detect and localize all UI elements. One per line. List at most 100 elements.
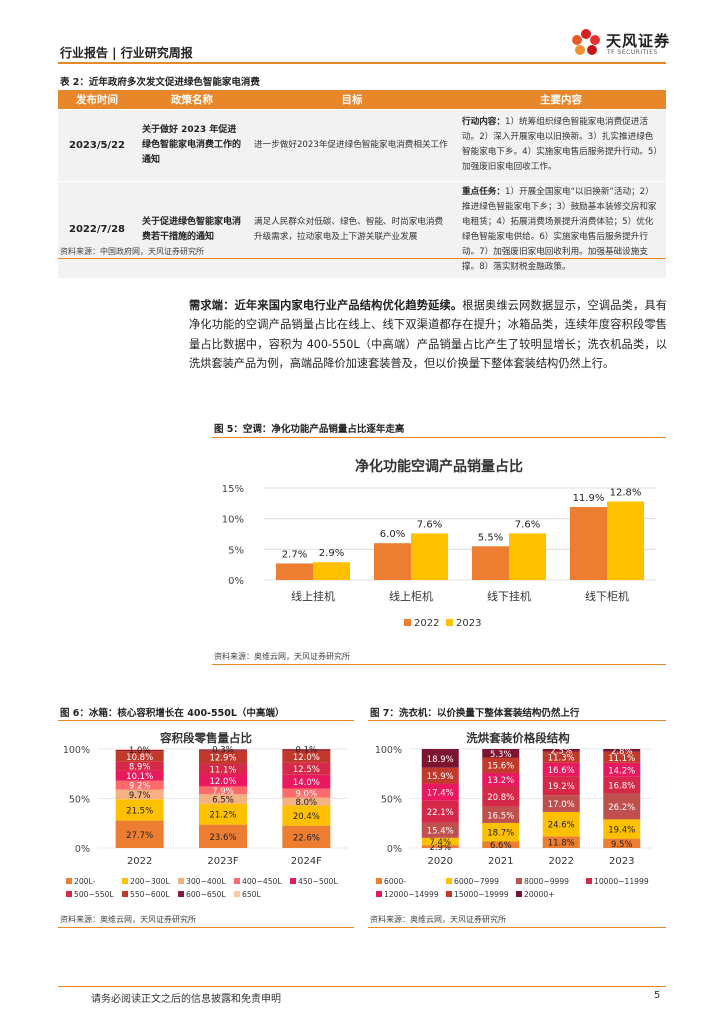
row-policy-name: 关于促进绿色智能家电消费若干措施的通知 bbox=[136, 180, 248, 278]
legend-swatch bbox=[376, 891, 382, 897]
content-text: 1）统筹组织绿色智能家电消费促进活动。2）深入开展家电以旧换新。3）扎实推进绿色… bbox=[462, 117, 658, 172]
data-label: 16.8% bbox=[608, 782, 635, 792]
x-tick-label: 2023 bbox=[609, 856, 634, 867]
legend-label: 2022 bbox=[414, 618, 439, 629]
data-label: 10.8% bbox=[126, 753, 153, 763]
legend-swatch bbox=[516, 878, 522, 884]
col-header-goal: 目标 bbox=[248, 90, 456, 109]
legend-label: 6000~7999 bbox=[454, 877, 499, 886]
legend-swatch bbox=[234, 878, 240, 884]
data-label: 22.1% bbox=[427, 808, 454, 818]
logo-subtext: TF SECURITIES bbox=[607, 49, 658, 56]
data-label: 9.7% bbox=[129, 791, 151, 801]
stack-segment bbox=[482, 749, 520, 758]
legend-label: 650L bbox=[242, 890, 261, 899]
chart-title: 洗烘套装价格段结构 bbox=[466, 731, 570, 745]
legend-swatch bbox=[66, 891, 72, 897]
x-tick-label: 线上柜机 bbox=[389, 589, 433, 603]
figure6-chart: 容积段零售量占比 0% 50% 100% 27.7% 21.5% 9.7%9.2%10.1%… bbox=[63, 731, 348, 899]
data-label: 1.0% bbox=[129, 746, 151, 756]
figure5-top-rule bbox=[212, 437, 666, 438]
data-label: 7.6% bbox=[417, 519, 442, 530]
table2-caption: 表 2：近年政府多次发文促进绿色智能家电消费 bbox=[60, 77, 260, 88]
y-tick-label: 5% bbox=[228, 545, 244, 556]
paragraph-lead: 需求端：近年来国内家电行业产品结构优化趋势延续。 bbox=[189, 299, 463, 312]
legend-label: 550~600L bbox=[130, 890, 170, 899]
data-label: 5.5% bbox=[478, 532, 503, 543]
data-label: 13.2% bbox=[487, 776, 514, 786]
y-tick-label: 10% bbox=[222, 515, 244, 526]
col-header-date: 发布时间 bbox=[58, 90, 136, 109]
chart-title: 净化功能空调产品销量占比 bbox=[355, 458, 523, 475]
data-label: 21.5% bbox=[126, 806, 153, 816]
stack-segment bbox=[542, 795, 580, 812]
figure6-bottom-rule bbox=[58, 927, 354, 928]
y-tick-label: 100% bbox=[375, 745, 402, 756]
data-label: 7.4% bbox=[429, 838, 451, 848]
stack-segment bbox=[282, 788, 331, 798]
data-label: 12.0% bbox=[293, 753, 320, 763]
report-header-title: 行业报告 | 行业研究周报 bbox=[60, 46, 193, 60]
stack-segment bbox=[199, 786, 247, 795]
data-label: 16.5% bbox=[487, 811, 514, 821]
stack-segment bbox=[282, 774, 331, 789]
header-rule bbox=[58, 62, 666, 64]
data-label: 9.5% bbox=[611, 840, 633, 850]
table-row: 2023/5/22 关于做好 2023 年促进绿色智能家电消费工作的通知 进一步… bbox=[58, 108, 666, 181]
x-tick-label: 2022 bbox=[127, 856, 152, 867]
stack-segment bbox=[482, 806, 520, 823]
data-label: 12.0% bbox=[209, 777, 236, 787]
stack-segment bbox=[199, 750, 247, 764]
legend-swatch bbox=[446, 891, 452, 897]
legend-label: 12000~14999 bbox=[384, 890, 439, 899]
data-label: 5.3% bbox=[490, 750, 512, 760]
stack-segment bbox=[115, 749, 164, 750]
y-tick-label: 15% bbox=[222, 484, 244, 495]
bar bbox=[374, 543, 411, 580]
stack-segment bbox=[482, 757, 520, 773]
stack-segment bbox=[421, 837, 459, 846]
data-label: 2.5% bbox=[550, 747, 572, 757]
figure6-source: 资料来源：奥维云网，天风证券研究所 bbox=[60, 915, 196, 924]
legend-swatch bbox=[404, 619, 411, 626]
stack-segment bbox=[282, 797, 331, 806]
legend-label: 10000~11999 bbox=[594, 877, 649, 886]
y-tick-label: 0% bbox=[387, 844, 402, 855]
data-label: 7.6% bbox=[515, 519, 540, 530]
stack-segment bbox=[421, 767, 459, 784]
x-tick-label: 2024F bbox=[291, 856, 322, 867]
y-tick-label: 50% bbox=[69, 795, 90, 806]
x-tick-label: 2023F bbox=[207, 856, 238, 867]
legend-label: 8000~9999 bbox=[524, 877, 569, 886]
stack-segment bbox=[542, 751, 580, 763]
data-label: 12.5% bbox=[293, 765, 320, 775]
paragraph-body: 根据奥维云网数据显示，空调品类，具有净化功能的空调产品销量占比在线上、线下双渠道… bbox=[189, 299, 667, 371]
data-label: 20.4% bbox=[293, 812, 320, 822]
data-label: 15.9% bbox=[427, 772, 454, 782]
x-tick-label: 2020 bbox=[428, 856, 453, 867]
data-label: 12.9% bbox=[209, 754, 236, 764]
stack-segment bbox=[199, 774, 247, 787]
bar bbox=[313, 562, 350, 580]
stack-segment bbox=[282, 749, 331, 751]
data-label: 16.6% bbox=[548, 766, 575, 776]
legend-label: 400~450L bbox=[242, 877, 282, 886]
stack-segment bbox=[421, 783, 459, 801]
stack-segment bbox=[199, 794, 247, 804]
stack-segment bbox=[421, 822, 459, 838]
legend-label: 200L- bbox=[74, 877, 96, 886]
data-label: 19.2% bbox=[548, 782, 575, 792]
data-label: 20.8% bbox=[487, 793, 514, 803]
stack-segment bbox=[603, 793, 641, 820]
data-label: 6.6% bbox=[490, 841, 512, 851]
data-label: 2.9% bbox=[319, 548, 344, 559]
data-label: 8.9% bbox=[129, 763, 151, 773]
stack-segment bbox=[282, 825, 331, 848]
data-label: 7.9% bbox=[212, 787, 234, 797]
stack-segment bbox=[603, 819, 641, 839]
row-policy-name: 关于做好 2023 年促进绿色智能家电消费工作的通知 bbox=[136, 108, 248, 181]
figure5-source: 资料来源：奥维云网，天风证券研究所 bbox=[214, 652, 350, 661]
y-tick-label: 0% bbox=[75, 844, 90, 855]
legend-swatch bbox=[376, 878, 382, 884]
data-label: 2.7% bbox=[282, 549, 307, 560]
